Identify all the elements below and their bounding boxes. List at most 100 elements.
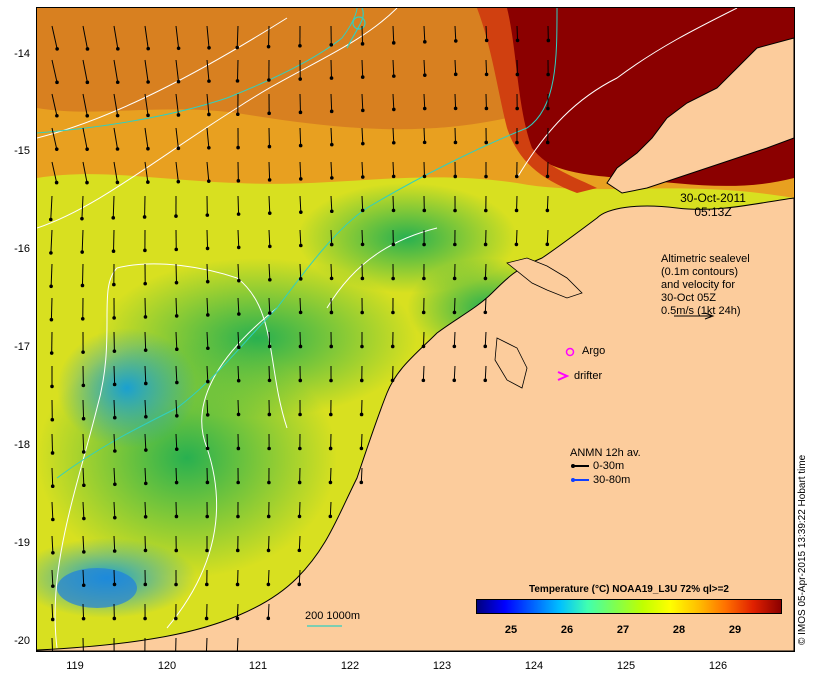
velocity-arrowhead — [49, 284, 53, 289]
velocity-arrowhead — [391, 208, 396, 213]
velocity-arrow — [236, 25, 239, 48]
velocity-arrowhead — [298, 378, 303, 383]
velocity-arrowhead — [174, 280, 179, 285]
velocity-arrow — [206, 433, 209, 449]
velocity-arrowhead — [330, 209, 334, 214]
velocity-arrowhead — [267, 480, 271, 485]
velocity-arrowhead — [111, 216, 116, 220]
velocity-arrow — [175, 25, 180, 49]
velocity-arrowhead — [453, 140, 458, 145]
velocity-arrowhead — [80, 216, 84, 221]
velocity-arrowhead — [82, 516, 86, 521]
velocity-arrow — [175, 161, 179, 182]
velocity-arrow — [206, 127, 210, 148]
velocity-arrowhead — [146, 180, 150, 184]
x-tick-label: 120 — [157, 660, 177, 672]
velocity-arrow — [51, 25, 58, 50]
bathymetry-contour — [352, 16, 366, 30]
altimetry-note-line: Altimetric sealevel — [661, 253, 750, 265]
velocity-arrowhead — [111, 249, 116, 254]
velocity-arrowhead — [422, 208, 427, 213]
velocity-arrow — [175, 127, 179, 149]
velocity-arrowhead — [546, 38, 551, 43]
velocity-arrowhead — [48, 217, 53, 222]
velocity-arrowhead — [205, 279, 210, 284]
velocity-arrowhead — [298, 344, 303, 349]
argo-marker[interactable] — [565, 347, 575, 357]
velocity-arrow — [453, 297, 456, 313]
velocity-arrow — [268, 297, 271, 314]
velocity-arrowhead — [205, 246, 210, 251]
velocity-arrowhead — [50, 617, 55, 622]
altimetry-note-line: (0.1m contours) — [661, 266, 739, 278]
velocity-arrowhead — [359, 446, 364, 451]
bathymetry-contour — [37, 8, 358, 134]
velocity-arrow — [299, 195, 302, 213]
velocity-arrowhead — [268, 277, 272, 282]
velocity-arrow — [267, 569, 270, 585]
x-tick-label: 119 — [66, 660, 84, 672]
velocity-arrowhead — [204, 582, 209, 587]
anmn-deep-arrowhead — [571, 478, 575, 482]
y-tick-label: -20 — [14, 635, 30, 647]
velocity-arrowhead — [207, 79, 211, 83]
velocity-arrowhead — [81, 350, 85, 354]
x-tick-label: 122 — [340, 660, 360, 672]
velocity-arrow — [298, 501, 301, 517]
velocity-arrowhead — [236, 480, 240, 485]
velocity-arrowhead — [237, 278, 241, 283]
credit-label: © IMOS 05-Apr-2015 13:39:22 Hobart time — [797, 454, 808, 645]
velocity-arrowhead — [329, 412, 333, 417]
y-tick-label: -19 — [14, 537, 30, 549]
velocity-arrow — [51, 93, 58, 116]
velocity-arrow — [144, 93, 149, 116]
velocity-arrow — [299, 297, 302, 313]
velocity-arrowhead — [205, 514, 210, 519]
velocity-arrow — [236, 603, 239, 619]
velocity-arrowhead — [422, 242, 426, 247]
velocity-arrowhead — [206, 313, 210, 317]
bathymetry-contour — [346, 8, 364, 49]
velocity-arrowhead — [204, 616, 209, 621]
velocity-arrowhead — [49, 251, 53, 255]
velocity-arrowhead — [51, 551, 55, 555]
velocity-arrowhead — [235, 548, 240, 553]
velocity-arrow — [299, 229, 302, 246]
velocity-arrowhead — [143, 281, 147, 286]
y-tick-label: -15 — [14, 145, 30, 157]
sst-map[interactable]: 30-Oct-2011 05:13Z Altimetric sealevel (… — [36, 7, 795, 652]
velocity-arrowhead — [484, 174, 488, 179]
velocity-arrowhead — [515, 72, 520, 77]
velocity-arrowhead — [266, 548, 271, 553]
drifter-marker[interactable] — [557, 371, 570, 381]
velocity-arrowhead — [112, 515, 117, 520]
velocity-arrow — [298, 569, 301, 585]
hot-fringe — [477, 8, 597, 193]
velocity-arrowhead — [85, 80, 90, 85]
velocity-arrow — [237, 365, 240, 381]
velocity-arrow — [144, 331, 147, 351]
velocity-arrowhead — [330, 176, 334, 180]
velocity-arrow — [361, 59, 364, 78]
velocity-arrow — [454, 25, 457, 41]
velocity-arrowhead — [85, 113, 90, 118]
velocity-arrowhead — [453, 72, 458, 77]
velocity-arrow — [454, 93, 457, 109]
velocity-arrow — [236, 637, 239, 651]
velocity-arrow — [206, 229, 209, 249]
velocity-arrowhead — [50, 417, 55, 422]
velocity-arrow — [144, 467, 147, 484]
velocity-arrow — [361, 195, 364, 211]
velocity-arrowhead — [391, 140, 396, 145]
velocity-arrow — [423, 25, 426, 42]
velocity-arrowhead — [207, 112, 211, 117]
velocity-arrowhead — [266, 44, 271, 49]
velocity-arrowhead — [207, 146, 211, 150]
x-tick-label: 121 — [248, 660, 268, 672]
velocity-arrow — [144, 127, 149, 149]
velocity-arrow — [113, 433, 116, 452]
velocity-arrowhead — [267, 111, 271, 116]
velocity-arrowhead — [390, 378, 395, 383]
velocity-arrow — [205, 637, 208, 651]
velocity-arrowhead — [112, 616, 117, 621]
